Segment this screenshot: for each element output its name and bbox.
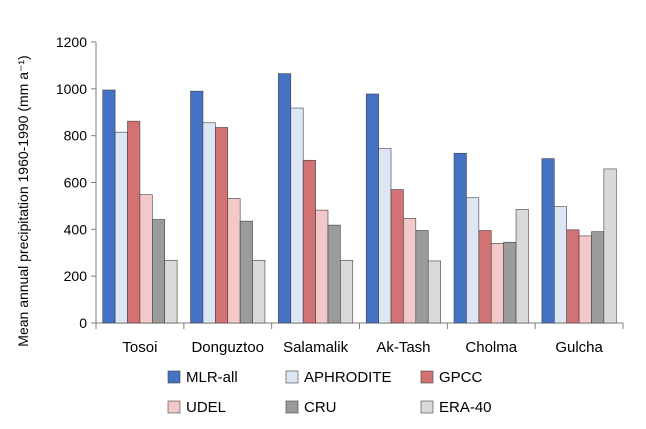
legend-swatch	[167, 370, 181, 384]
bar-aphrodite-ak-tash	[378, 148, 392, 324]
y-tick-label: 800	[64, 128, 88, 144]
legend-swatch	[420, 400, 434, 414]
bar-cru-donguztoo	[239, 220, 253, 324]
bar-aphrodite-donguztoo	[202, 122, 216, 324]
legend-item-udel: UDEL	[167, 399, 226, 416]
bar-cru-gulcha	[591, 231, 605, 324]
bar-cru-tosoi	[152, 219, 166, 324]
axis-labels: 0 200 400 600 800 1000 1200 Tosoi Donguztoo Salam…	[56, 34, 604, 356]
legend-label: GPCC	[439, 369, 483, 386]
legend-swatch	[285, 400, 299, 414]
x-category-label: Salamalik	[283, 339, 349, 356]
y-axis-title: Mean annual precipitation 1960-1990 (mm …	[15, 55, 31, 346]
bar-mlr-all-donguztoo	[190, 90, 204, 324]
legend-label: CRU	[304, 399, 337, 416]
bar-gpcc-cholma	[478, 230, 492, 324]
bar-series-group	[102, 73, 617, 324]
x-category-label: Tosoi	[122, 339, 157, 356]
legend-label: MLR-all	[186, 369, 238, 386]
legend: MLR-all APHRODITE GPCC UDEL CRU ERA-40	[167, 369, 492, 416]
bar-udel-gulcha	[578, 235, 592, 324]
x-category-label: Donguztoo	[191, 339, 264, 356]
y-tick-label: 1000	[56, 81, 87, 97]
bar-gpcc-tosoi	[127, 120, 141, 324]
legend-item-aphrodite: APHRODITE	[285, 369, 392, 386]
bar-mlr-all-salamalik	[278, 73, 292, 324]
legend-item-mlr-all: MLR-all	[167, 369, 238, 386]
bar-era-40-salamalik	[340, 259, 354, 324]
bar-aphrodite-tosoi	[114, 131, 128, 324]
bar-aphrodite-cholma	[466, 197, 480, 324]
bar-mlr-all-cholma	[453, 152, 467, 324]
bar-cru-salamalik	[327, 224, 341, 324]
bar-aphrodite-salamalik	[290, 107, 304, 324]
bar-gpcc-salamalik	[302, 159, 316, 324]
bar-era-40-gulcha	[603, 168, 617, 324]
bar-aphrodite-gulcha	[553, 206, 567, 324]
bar-gpcc-gulcha	[566, 229, 580, 324]
bar-mlr-all-tosoi	[102, 89, 116, 324]
bar-era-40-cholma	[515, 209, 529, 324]
bar-cru-ak-tash	[415, 230, 429, 324]
y-tick-label: 400	[64, 221, 88, 237]
bar-era-40-ak-tash	[427, 260, 441, 324]
bar-udel-cholma	[490, 243, 504, 324]
y-tick-label: 600	[64, 175, 88, 191]
y-tick-label: 1200	[56, 34, 87, 50]
x-category-label: Gulcha	[555, 339, 603, 356]
bar-udel-tosoi	[139, 194, 153, 324]
bar-udel-salamalik	[315, 209, 329, 324]
legend-item-gpcc: GPCC	[420, 369, 483, 386]
bar-mlr-all-gulcha	[541, 158, 555, 324]
bar-gpcc-ak-tash	[390, 189, 404, 324]
bar-udel-donguztoo	[227, 198, 241, 324]
legend-swatch	[420, 370, 434, 384]
y-tick-label: 0	[79, 315, 87, 331]
axes-frame	[91, 41, 624, 329]
legend-swatch	[167, 400, 181, 414]
legend-label: UDEL	[186, 399, 226, 416]
bar-udel-ak-tash	[403, 218, 417, 324]
legend-label: ERA-40	[439, 399, 492, 416]
bar-mlr-all-ak-tash	[365, 93, 379, 324]
bar-era-40-tosoi	[164, 259, 178, 324]
bar-era-40-donguztoo	[252, 259, 266, 324]
x-category-label: Cholma	[465, 339, 517, 356]
bar-gpcc-donguztoo	[215, 127, 229, 324]
legend-item-cru: CRU	[285, 399, 337, 416]
y-tick-label: 200	[64, 268, 88, 284]
bar-cru-cholma	[503, 241, 517, 324]
legend-label: APHRODITE	[304, 369, 392, 386]
legend-item-era-40: ERA-40	[420, 399, 492, 416]
x-category-label: Ak-Tash	[376, 339, 430, 356]
legend-swatch	[285, 370, 299, 384]
